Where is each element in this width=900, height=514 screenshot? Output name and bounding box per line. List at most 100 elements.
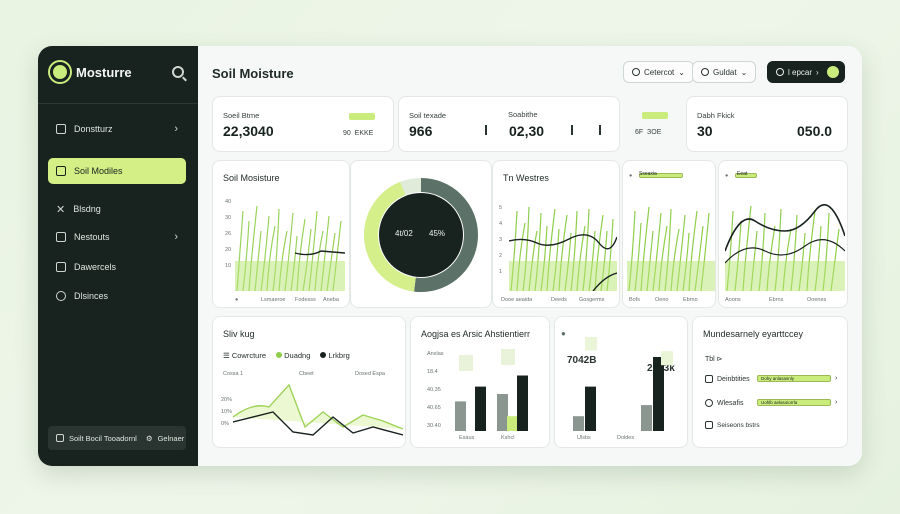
sidebar-item-nestouts[interactable]: Nestouts ›: [48, 224, 186, 250]
soil-moisture-card: Soil Mosisture 40 30 26 20 10 ● L: [212, 160, 350, 308]
sidebar: Mosturre Donstturz › Soil Modiles ✕ Blsd…: [38, 46, 198, 466]
mini-label: Sseaxia: [639, 171, 657, 177]
bar-highlight: [661, 351, 673, 366]
y-tick: 5: [499, 205, 503, 211]
legend-dot: [320, 352, 327, 358]
menu-icon: ☰: [223, 351, 230, 360]
button-label: Cetercot: [644, 67, 675, 77]
chevron-down-icon: ⌄: [678, 67, 685, 77]
y-tick: 4: [499, 221, 503, 227]
y-tick: 30.40: [427, 423, 441, 429]
mini-pill: [735, 173, 757, 178]
x-tick: Lsmaeroe: [261, 297, 286, 303]
y-tick: 18.4: [427, 369, 438, 375]
main-content: Soil Moisture Cetercot ⌄ Guldat ⌄ l epca…: [198, 46, 862, 466]
calendar-icon: [701, 68, 709, 76]
x-tick: Ooenes: [807, 297, 827, 303]
bar: [641, 405, 652, 431]
legend-item[interactable]: Duadng: [276, 351, 310, 360]
kpi-value-2: 050.0: [797, 123, 833, 139]
search-icon[interactable]: [172, 66, 184, 78]
x-tick: Bofs: [629, 297, 641, 303]
card-title: Soil Mosisture: [223, 173, 280, 183]
list-item[interactable]: Wlesafis: [705, 399, 743, 407]
header-button-cetercot[interactable]: Cetercot ⌄: [623, 61, 694, 83]
bar-highlight: [501, 349, 515, 365]
x-tick: Doldes: [617, 435, 635, 441]
sublabel: Dosed Espa: [355, 371, 385, 377]
y-tick: 40.35: [427, 387, 441, 393]
header-button-export[interactable]: l epcar ›: [767, 61, 845, 83]
legend-dot: [276, 352, 283, 358]
avatar[interactable]: [824, 64, 841, 80]
list-pill: [757, 399, 831, 406]
chevron-right-icon: ›: [174, 123, 178, 135]
sidebar-item-dlsinces[interactable]: Dlsinces: [48, 283, 186, 309]
kpi-tag: [642, 112, 668, 119]
sidebar-item-label: Donstturz: [74, 124, 113, 134]
sun-logo-icon: [50, 62, 70, 82]
donut-right-label: 45%: [429, 229, 446, 238]
clock-icon: [56, 291, 66, 301]
donut-left-label: 4t/02: [395, 229, 413, 238]
sidebar-item-soil-modules[interactable]: Soil Modiles: [48, 158, 186, 184]
sidebar-item-label: Dlsinces: [74, 291, 109, 301]
grass-chart: [235, 205, 345, 291]
mini-label: Eeat: [737, 171, 748, 177]
close-icon: ✕: [56, 203, 66, 216]
bar-chart: [455, 349, 528, 431]
kpi-card-2: Soil texade 966 02,30: [398, 96, 620, 152]
sidebar-item-label: Dawercels: [74, 262, 117, 272]
sidebar-item-label: Blsdng: [73, 204, 101, 214]
grid-icon: [56, 262, 66, 272]
card-title: Sliv kug: [223, 329, 255, 339]
chevron-right-icon: ›: [174, 231, 178, 243]
y-tick: 26: [225, 231, 232, 237]
footer-text: Soilt Bocil Tooadornl: [69, 433, 137, 443]
dashboard-icon: [56, 124, 66, 134]
legend-label: Duadng: [284, 351, 311, 360]
sparkbar: [571, 125, 573, 135]
bar: [517, 375, 528, 431]
sidebar-item-dashboard[interactable]: Donstturz ›: [48, 116, 186, 142]
donut-dark-segment: [364, 178, 478, 292]
mini-card-2: ● Eeat Aoons Ebrns Ooenes: [718, 160, 848, 308]
sidebar-item-blsdng[interactable]: ✕ Blsdng: [48, 196, 186, 222]
trend-card: Tn Westres 5 4 3 2 1 Dooe aeaida Deeds G…: [492, 160, 620, 308]
y-tick: 1: [499, 269, 503, 275]
list-item[interactable]: Seiseons bstrs: [705, 421, 760, 429]
app-window: Mosturre Donstturz › Soil Modiles ✕ Blsd…: [38, 46, 862, 466]
list-label: Wlesafis: [717, 399, 744, 407]
legend-item[interactable]: ☰ Cowrcture: [223, 351, 266, 360]
line-chart: [233, 383, 403, 436]
bottom-right-card: Mundesarnely eyarttccey Tbl ⊳ Deinbtitie…: [692, 316, 848, 448]
chevron-down-icon: ⌄: [740, 67, 748, 77]
mini-pill: [639, 173, 683, 178]
brand[interactable]: Mosturre: [50, 62, 132, 82]
filter-icon: [632, 68, 640, 76]
x-tick: Dooe aeaida: [501, 297, 533, 303]
bar: [507, 416, 518, 431]
y-tick: 10: [225, 263, 232, 269]
x-tick: Ebrns: [769, 297, 784, 303]
y-tick: 10%: [221, 409, 233, 415]
bar: [585, 386, 596, 431]
legend: ☰ Cowrcture Duadng Lrkbrg: [223, 351, 350, 360]
pill-label: Dohy anlasasnly: [761, 376, 795, 381]
brand-name: Mosturre: [76, 64, 132, 80]
bar: [653, 357, 664, 431]
mini-grass-chart: [627, 206, 715, 291]
bar-highlight: [585, 337, 597, 351]
box-icon: [705, 375, 713, 383]
y-tick: 2: [499, 253, 503, 259]
header-button-guldat[interactable]: Guldat ⌄: [692, 61, 757, 83]
legend-item[interactable]: Lrkbrg: [320, 351, 350, 360]
kpi-label: Soeil Btme: [223, 111, 260, 120]
sidebar-item-dawercels[interactable]: Dawercels: [48, 254, 186, 280]
box-icon: [56, 232, 66, 242]
list-item[interactable]: Deinbtities: [705, 375, 750, 383]
page-title: Soil Moisture: [212, 66, 294, 81]
x-tick: Aneba: [323, 297, 339, 303]
footer-card[interactable]: Soilt Bocil Tooadornl ⚙ Gelnaer: [48, 426, 186, 450]
sublabel: Cossa 1: [223, 371, 244, 377]
